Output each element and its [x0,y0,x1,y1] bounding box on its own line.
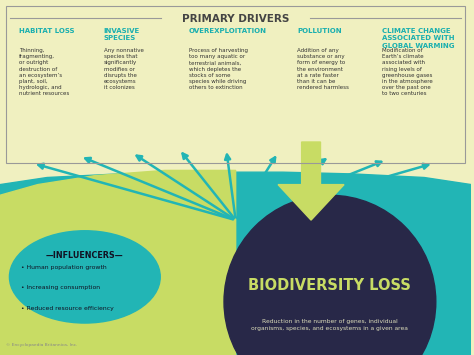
Text: Addition of any
substance or any
form of energy to
the environment
at a rate fas: Addition of any substance or any form of… [297,48,349,90]
Text: PRIMARY DRIVERS: PRIMARY DRIVERS [182,14,289,24]
Polygon shape [0,172,471,355]
Text: Modification of
Earth’s climate
associated with
rising levels of
greenhouse gase: Modification of Earth’s climate associat… [382,48,432,97]
Text: INVASIVE
SPECIES: INVASIVE SPECIES [104,28,140,41]
Text: OVEREXPLOITATION: OVEREXPLOITATION [189,28,266,34]
Text: © Encyclopaedia Britannica, Inc.: © Encyclopaedia Britannica, Inc. [6,343,77,347]
Text: CLIMATE CHANGE
ASSOCIATED WITH
GLOBAL WARMING: CLIMATE CHANGE ASSOCIATED WITH GLOBAL WA… [382,28,454,49]
Ellipse shape [9,231,160,323]
Polygon shape [278,142,344,220]
Polygon shape [0,170,236,355]
Circle shape [224,195,436,355]
Text: Reduction in the number of genes, individual
organisms, species, and ecosystems : Reduction in the number of genes, indivi… [252,319,408,331]
Text: Any nonnative
species that
significantly
modifies or
disrupts the
ecosystems
it : Any nonnative species that significantly… [104,48,144,90]
Text: Thinning,
fragmenting,
or outright
destruction of
an ecosystem’s
plant, soil,
hy: Thinning, fragmenting, or outright destr… [19,48,69,97]
Text: POLLUTION: POLLUTION [297,28,342,34]
Text: • Human population growth: • Human population growth [21,265,107,270]
Text: —INFLUENCERS—: —INFLUENCERS— [46,251,124,260]
Text: BIODIVERSITY LOSS: BIODIVERSITY LOSS [248,278,411,293]
Text: Process of harvesting
too many aquatic or
terrestrial animals,
which depletes th: Process of harvesting too many aquatic o… [189,48,247,90]
Text: HABITAT LOSS: HABITAT LOSS [19,28,74,34]
Text: • Reduced resource efficiency: • Reduced resource efficiency [21,306,114,311]
Bar [6,6,465,163]
Text: • Increasing consumption: • Increasing consumption [21,285,100,290]
